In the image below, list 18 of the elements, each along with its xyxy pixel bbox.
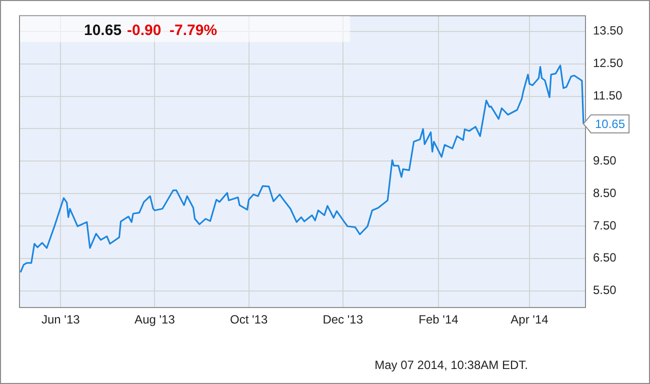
- x-tick-label: Apr '14: [510, 312, 549, 327]
- y-tick-label: 5.50: [593, 283, 617, 298]
- y-tick-label: 8.50: [593, 186, 617, 200]
- x-tick-label: Oct '13: [230, 312, 268, 327]
- x-tick-label: Feb '14: [418, 312, 459, 327]
- x-tick-label: Aug '13: [134, 312, 176, 327]
- y-tick-label: 11.50: [593, 88, 622, 103]
- text: -0.90 -7.79%: [127, 22, 218, 39]
- x-tick-label: Dec '13: [322, 312, 364, 327]
- annotation: 10.65: [595, 117, 626, 132]
- text: 10.65: [84, 22, 122, 39]
- y-tick-label: 6.50: [593, 250, 617, 265]
- text: May 07 2014, 10:38AM EDT.: [374, 358, 528, 372]
- y-tick-label: 13.50: [593, 24, 624, 38]
- y-tick-label: 7.50: [593, 218, 617, 232]
- x-tick-label: Jun '13: [41, 312, 80, 327]
- y-tick-label: 9.50: [593, 153, 617, 168]
- y-tick-label: 12.50: [593, 56, 624, 70]
